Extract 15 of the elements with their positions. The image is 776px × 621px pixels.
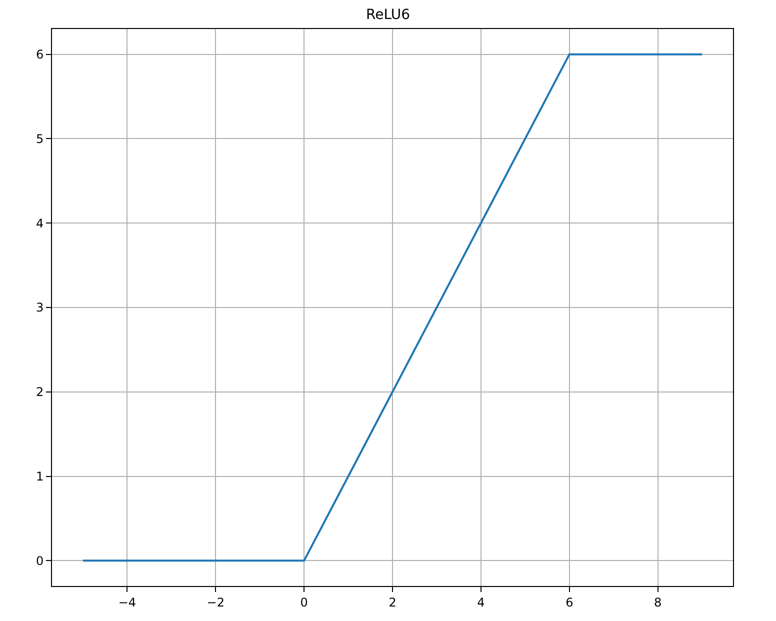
y-tick-label: 0	[36, 554, 44, 568]
x-tick-label: −4	[118, 595, 136, 610]
y-tick-label: 6	[36, 48, 44, 62]
x-tick-label: 2	[388, 595, 396, 610]
x-tick-label: 4	[477, 595, 485, 610]
x-tick-label: 0	[300, 595, 308, 610]
x-tick-label: 6	[566, 595, 574, 610]
y-tick-label: 5	[36, 132, 44, 146]
y-tick-label: 3	[36, 300, 44, 315]
chart-title: ReLU6	[366, 7, 410, 24]
x-tick-label: −2	[206, 595, 224, 610]
y-tick-label: 1	[36, 469, 44, 484]
y-tick-label: 2	[36, 385, 44, 400]
x-tick-label: 8	[654, 595, 662, 610]
y-tick-label: 4	[36, 216, 44, 230]
